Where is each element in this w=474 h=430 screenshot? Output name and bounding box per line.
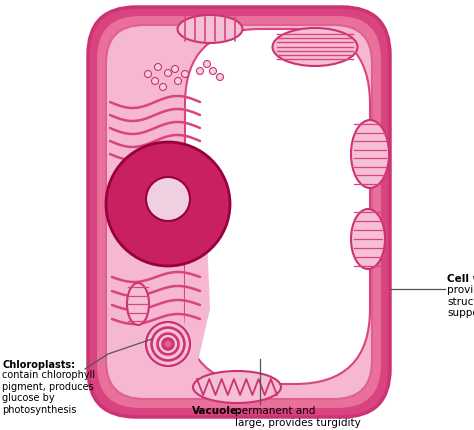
FancyBboxPatch shape (185, 30, 370, 384)
Ellipse shape (273, 29, 357, 67)
FancyBboxPatch shape (96, 16, 382, 409)
Polygon shape (185, 190, 210, 384)
Text: Vacuole:: Vacuole: (192, 405, 242, 415)
Circle shape (159, 84, 166, 91)
Circle shape (145, 71, 152, 78)
Circle shape (197, 68, 203, 75)
Circle shape (164, 340, 172, 348)
Text: permanent and
large, provides turgidity: permanent and large, provides turgidity (235, 405, 361, 427)
Text: contain chlorophyll
pigment, produces
glucose by
photosynthesis: contain chlorophyll pigment, produces gl… (2, 369, 95, 414)
Circle shape (155, 64, 162, 71)
Circle shape (174, 78, 182, 85)
Text: Chloroplasts:: Chloroplasts: (2, 359, 75, 369)
FancyBboxPatch shape (88, 8, 390, 417)
Circle shape (217, 74, 224, 81)
Ellipse shape (351, 121, 389, 189)
Circle shape (146, 178, 190, 221)
Circle shape (172, 66, 179, 74)
Ellipse shape (127, 283, 149, 325)
Ellipse shape (193, 371, 281, 403)
Ellipse shape (177, 16, 243, 44)
FancyBboxPatch shape (106, 26, 372, 399)
Circle shape (182, 71, 189, 78)
Circle shape (146, 322, 190, 366)
Ellipse shape (351, 209, 385, 269)
Circle shape (203, 61, 210, 68)
Circle shape (164, 71, 172, 77)
Text: Cell wall:: Cell wall: (447, 273, 474, 283)
Circle shape (152, 78, 158, 85)
Circle shape (106, 143, 230, 266)
Circle shape (210, 68, 217, 75)
Text: provides
structural
support: provides structural support (447, 284, 474, 317)
